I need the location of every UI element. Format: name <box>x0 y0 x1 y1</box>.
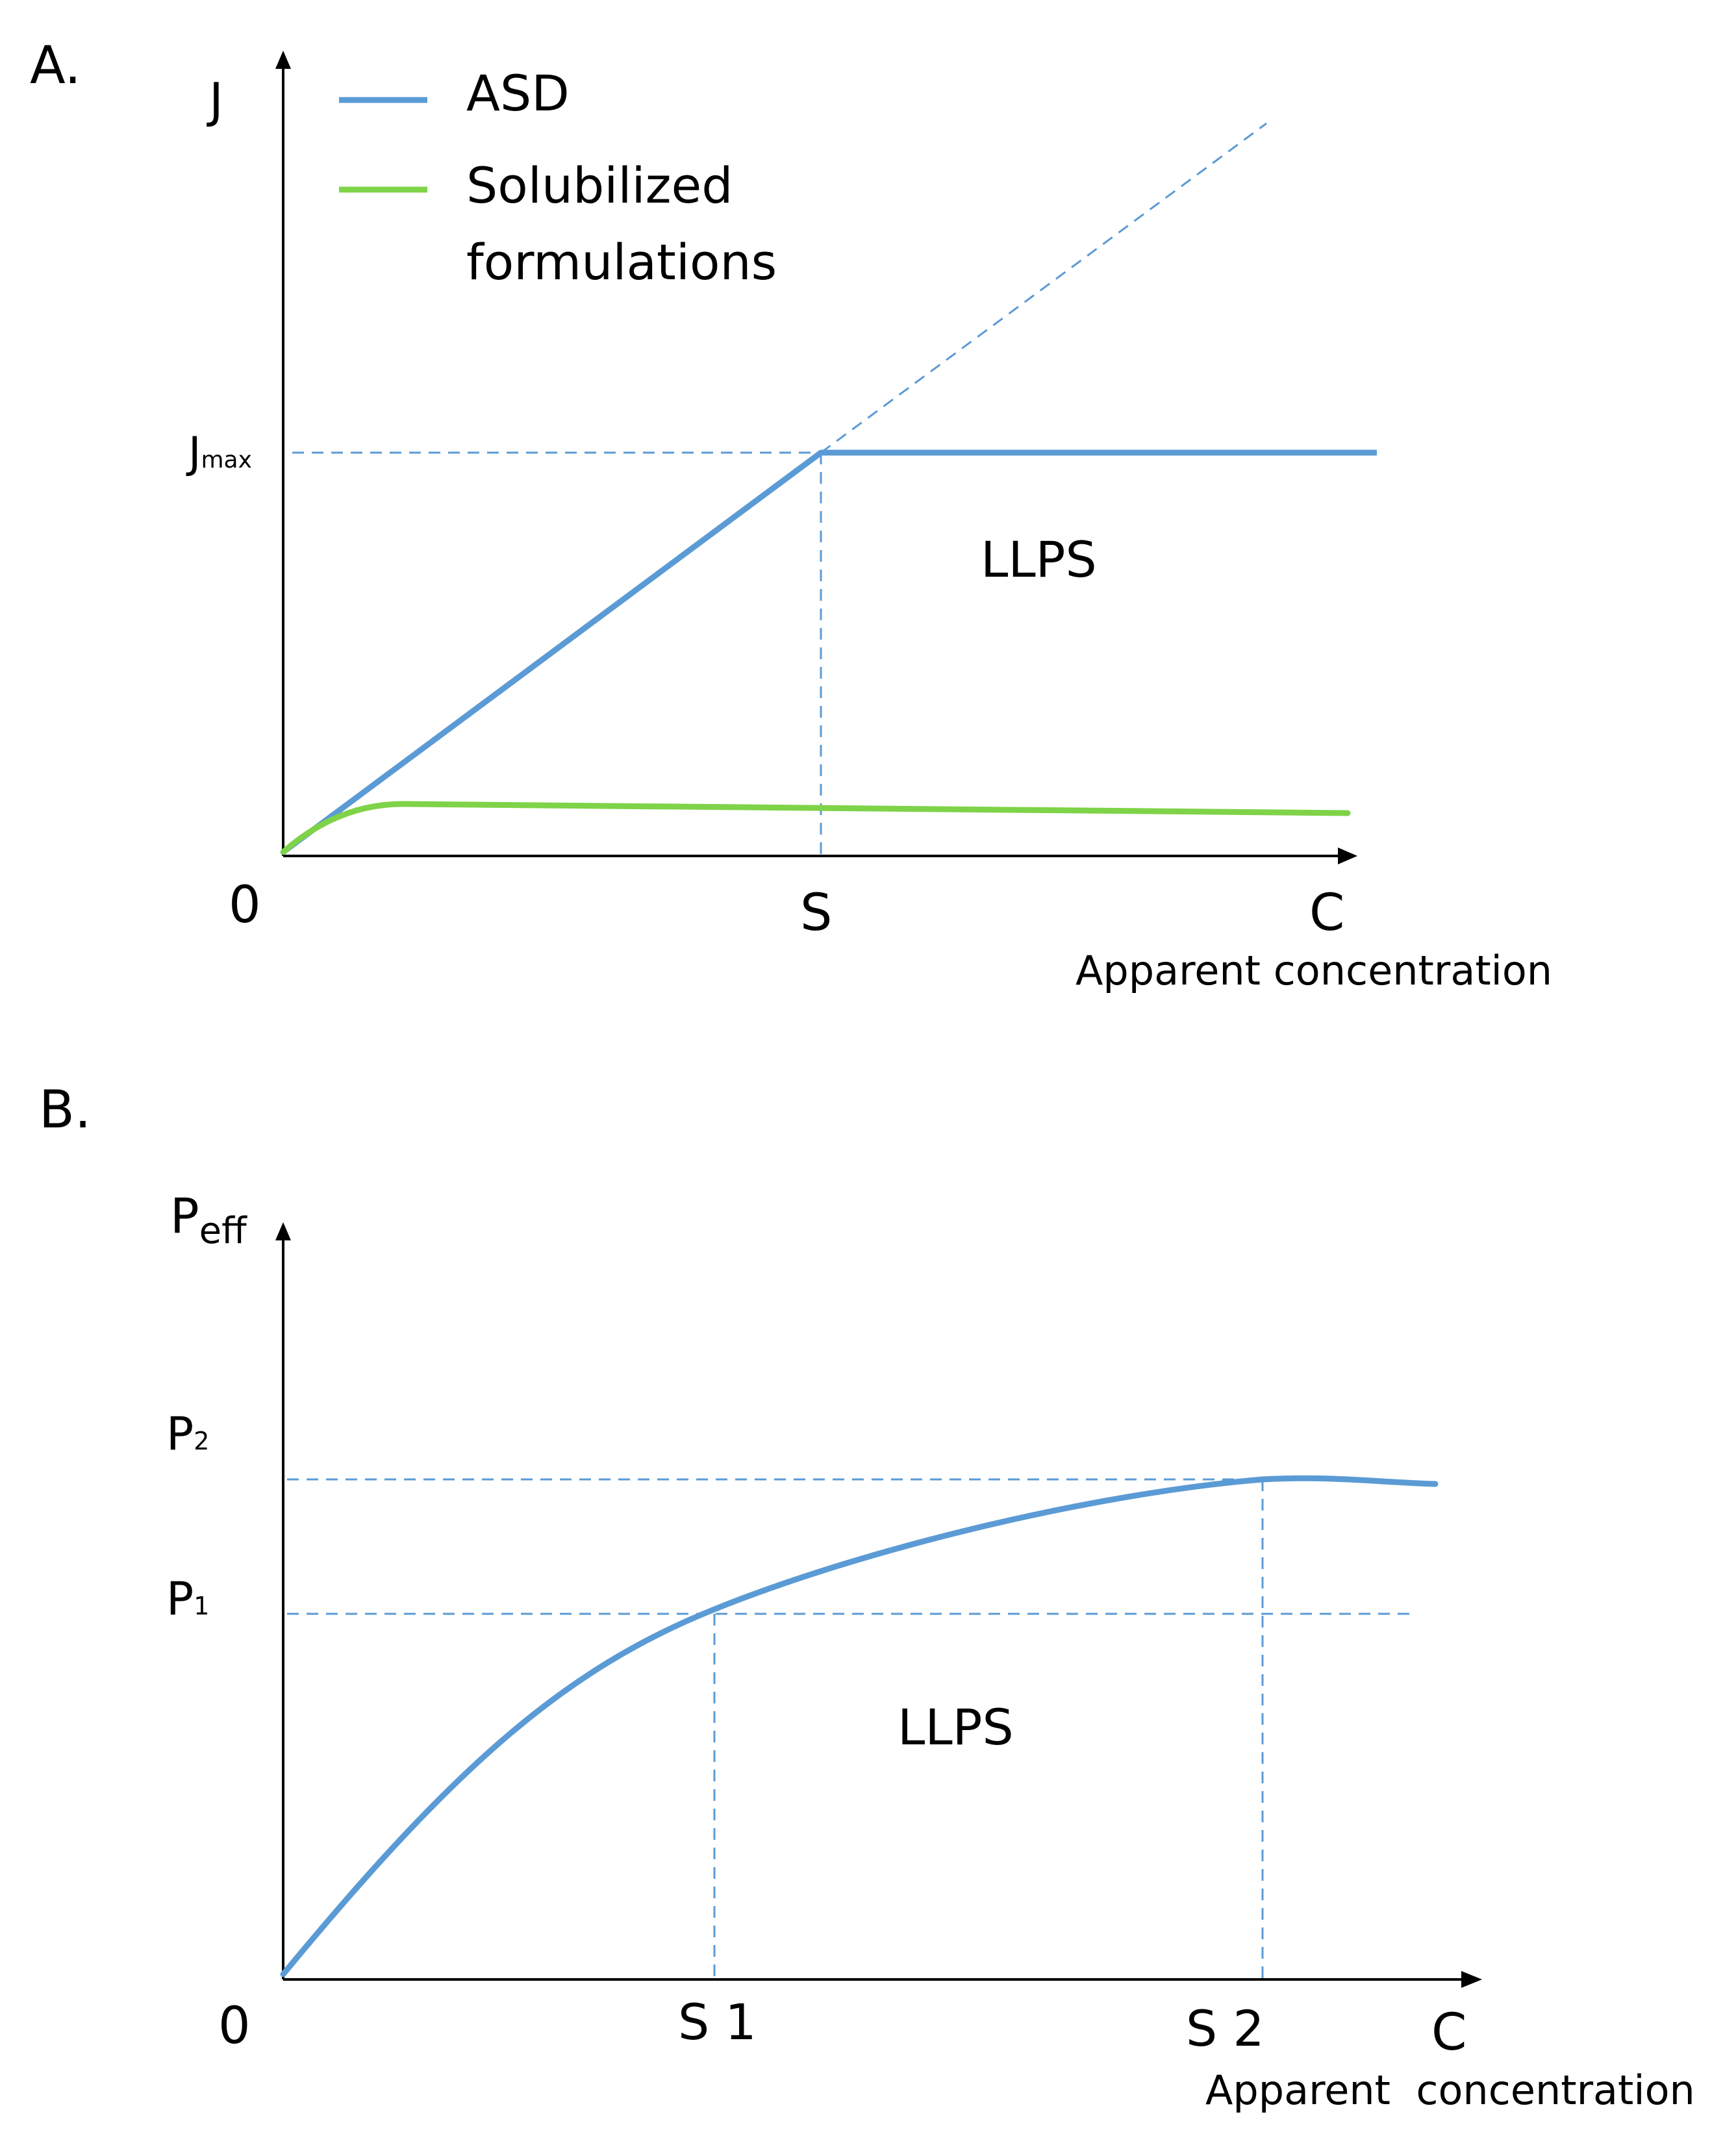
panel-a-jmax-sub: max <box>201 447 251 473</box>
panel-a-extrapolation-line <box>820 122 1267 454</box>
panel-b-p1-main: P <box>166 1572 194 1626</box>
legend-solubilized-label-line2: formulations <box>466 233 777 291</box>
panel-b-p2-main: P <box>166 1407 194 1461</box>
panel-b: B. Peff P2 P1 0 S 1 S 2 C Apparent conce… <box>39 1079 1695 2114</box>
legend-solubilized-label-line1: Solubilized <box>466 157 733 214</box>
panel-b-y-axis-arrowhead <box>275 1222 291 1240</box>
panel-a-y-axis-arrowhead <box>275 51 291 69</box>
panel-a-c-tick: C <box>1309 884 1344 942</box>
panel-a-solubilized-curve <box>280 801 1351 855</box>
panel-b-peff-main: P <box>170 1188 199 1244</box>
panel-b-y-axis-label: Peff <box>170 1188 247 1252</box>
panel-a-x-origin: 0 <box>229 876 261 935</box>
panel-b-c-tick: C <box>1431 2003 1466 2062</box>
panel-b-p2-tick: P2 <box>166 1407 209 1461</box>
panel-a: A. ASD Solubilized formulations J Jmax 0… <box>30 35 1552 994</box>
panel-a-label: A. <box>30 35 81 95</box>
panel-b-s1-tick: S 1 <box>678 1993 757 2051</box>
panel-a-legend: ASD Solubilized formulations <box>339 64 777 291</box>
panel-a-x-axis-arrowhead <box>1338 848 1357 864</box>
panel-a-y-axis-label: J <box>207 73 223 129</box>
panel-b-p1-tick: P1 <box>166 1572 209 1626</box>
panel-b-p1-sub: 1 <box>194 1592 209 1620</box>
panel-b-label: B. <box>39 1079 91 1140</box>
legend-asd-label: ASD <box>466 64 570 122</box>
panel-a-x-axis-label: Apparent concentration <box>1076 947 1552 994</box>
panel-b-llps-label: LLPS <box>898 1698 1014 1756</box>
panel-b-s2-tick: S 2 <box>1186 2000 1264 2057</box>
panel-a-jmax-main: J <box>186 428 201 478</box>
panel-a-llps-label: LLPS <box>981 531 1097 588</box>
panel-b-x-axis-arrowhead <box>1461 1971 1482 1988</box>
panel-b-peff-sub: eff <box>199 1210 247 1252</box>
panel-a-asd-curve <box>281 449 1377 855</box>
panel-b-x-origin: 0 <box>218 1997 251 2055</box>
panel-b-peff-curve <box>280 1475 1439 1978</box>
panel-a-jmax-tick: Jmax <box>186 428 252 478</box>
panel-a-s-tick: S <box>800 884 833 942</box>
panel-b-x-axis-label: Apparent concentration <box>1205 2066 1695 2114</box>
panel-b-p2-sub: 2 <box>194 1427 209 1455</box>
